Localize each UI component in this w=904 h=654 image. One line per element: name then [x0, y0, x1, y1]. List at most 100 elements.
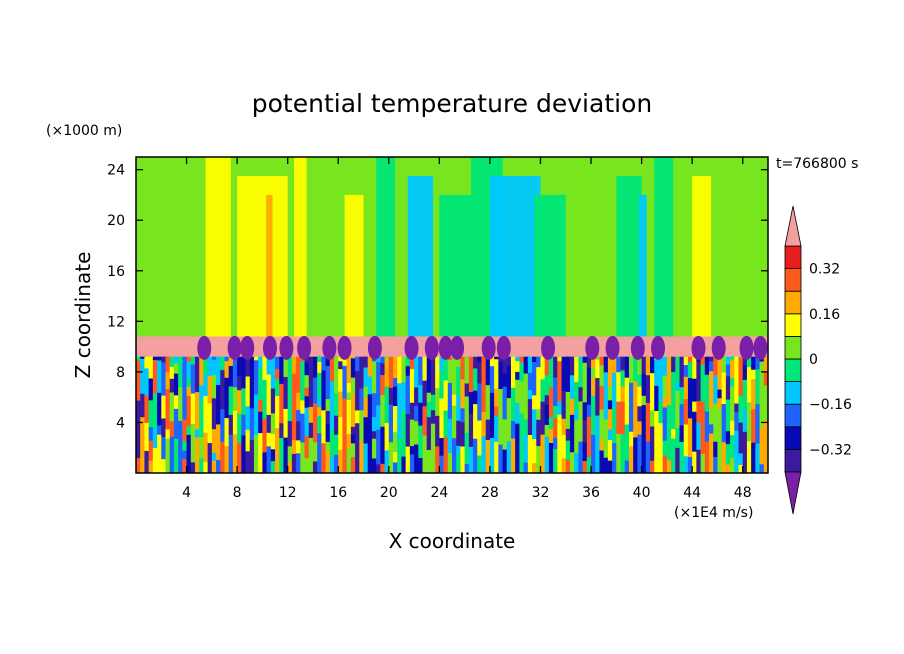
- convective-cell: [325, 410, 333, 424]
- convective-cell: [591, 395, 596, 411]
- convective-cell: [393, 386, 399, 407]
- convective-cell: [216, 356, 222, 386]
- upper-column: [489, 175, 541, 337]
- convective-cell: [308, 437, 314, 473]
- convective-cell: [599, 438, 607, 451]
- convective-cell: [363, 416, 369, 444]
- convective-cell: [283, 437, 290, 473]
- convective-cell: [620, 385, 627, 402]
- x-ticks: 4 8 12 16 20 24 28 32 36 40 44 48: [182, 157, 752, 501]
- convective-cell: [186, 360, 194, 379]
- convective-cell: [725, 464, 733, 473]
- convective-cell: [443, 356, 449, 381]
- convective-cell: [553, 437, 561, 450]
- convective-cell: [751, 442, 756, 473]
- convective-cell: [515, 423, 522, 440]
- convective-cell: [557, 360, 563, 402]
- convective-cell: [350, 356, 357, 359]
- convective-cell: [565, 356, 573, 392]
- x-tick-label: 28: [481, 485, 499, 501]
- convective-cell: [612, 407, 618, 443]
- convective-cell: [607, 359, 615, 387]
- convective-cell: [346, 433, 355, 449]
- convective-cell: [709, 370, 716, 409]
- convective-cell: [603, 383, 611, 420]
- convective-cell: [738, 395, 744, 423]
- convective-cell: [700, 437, 708, 454]
- convective-cell: [405, 413, 413, 447]
- convective-cell: [730, 434, 737, 458]
- convective-cell: [194, 356, 203, 393]
- colorbar-bin: [784, 448, 802, 473]
- convective-cell: [384, 356, 393, 359]
- convective-cell: [447, 382, 456, 419]
- convective-cell: [317, 432, 324, 473]
- convective-cell: [692, 411, 698, 452]
- convective-cell: [548, 386, 556, 417]
- convective-cell: [199, 436, 207, 459]
- convective-cell: [578, 400, 585, 442]
- convective-cell: [173, 408, 181, 439]
- convective-cell: [624, 388, 632, 425]
- convective-cell: [510, 438, 520, 473]
- convective-cell: [569, 414, 577, 453]
- convective-cell: [696, 361, 703, 381]
- convective-cell: [641, 373, 647, 396]
- convective-cell: [426, 449, 435, 473]
- convective-cell: [380, 426, 388, 464]
- negative-blob: [227, 335, 242, 360]
- convective-cell: [755, 443, 763, 473]
- convective-cell: [654, 432, 661, 473]
- negative-blob: [262, 335, 277, 360]
- convective-cell: [186, 356, 194, 362]
- convective-cell: [317, 356, 323, 363]
- convective-cell: [734, 377, 741, 404]
- convective-cell: [224, 377, 231, 410]
- convective-cell: [380, 407, 389, 427]
- convective-cell: [275, 427, 281, 448]
- convective-cell: [704, 356, 710, 375]
- convective-cell: [460, 367, 468, 380]
- convective-cell: [325, 423, 333, 442]
- convective-cell: [696, 449, 704, 473]
- convective-cell: [338, 416, 346, 450]
- convective-cell: [334, 377, 340, 394]
- convective-cell: [633, 380, 639, 410]
- convective-cell: [275, 356, 282, 370]
- convective-cell: [658, 422, 665, 443]
- convective-cell: [207, 442, 216, 473]
- convective-cell: [157, 392, 164, 426]
- convective-cell: [658, 356, 664, 365]
- convective-cell: [397, 382, 405, 408]
- convective-cell: [367, 375, 376, 395]
- convective-cell: [296, 409, 302, 422]
- convective-cell: [249, 369, 256, 409]
- convective-cell: [249, 407, 257, 441]
- convective-cell: [477, 420, 484, 456]
- convective-cell: [405, 365, 412, 376]
- convective-cell: [241, 434, 249, 473]
- convective-cell: [249, 451, 255, 473]
- convective-cell: [228, 414, 236, 435]
- convective-cell: [283, 376, 290, 409]
- convective-cell: [687, 361, 696, 379]
- convective-cell: [582, 362, 588, 403]
- convective-cell: [620, 356, 627, 371]
- convective-cell: [687, 377, 694, 419]
- convective-cell: [464, 463, 472, 473]
- convective-cell: [742, 431, 751, 446]
- convective-cell: [161, 362, 169, 396]
- convective-cell: [709, 360, 717, 372]
- convective-cell: [312, 356, 321, 378]
- convective-cell: [725, 443, 732, 465]
- x-tick-label: 16: [329, 485, 347, 501]
- convective-cell: [182, 378, 189, 420]
- convective-cell: [515, 371, 523, 380]
- convective-cell: [308, 422, 315, 438]
- convective-cell: [418, 457, 424, 473]
- x-tick-label: 36: [582, 485, 600, 501]
- convective-cell: [376, 463, 385, 473]
- convective-cell: [574, 356, 581, 383]
- convective-cell: [717, 357, 724, 390]
- convective-cell: [161, 356, 169, 363]
